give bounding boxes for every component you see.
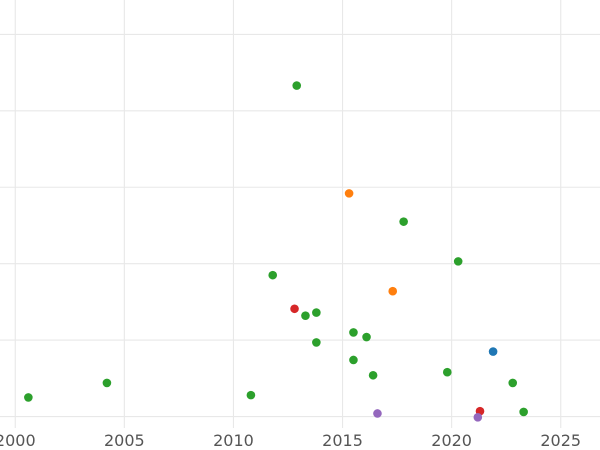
data-point-series-3 — [488, 347, 498, 356]
x-tick-label: 2015 — [322, 431, 363, 450]
data-point-series-4 — [473, 413, 483, 422]
data-point-series-0 — [301, 311, 310, 320]
grid — [0, 0, 600, 428]
data-point-series-0 — [102, 378, 112, 388]
x-tick-label: 2020 — [431, 431, 472, 450]
data-point-series-0 — [312, 308, 321, 317]
x-tick-label: 2010 — [213, 431, 254, 450]
data-point-series-4 — [373, 409, 382, 418]
data-point-series-0 — [292, 81, 302, 90]
data-point-series-0 — [519, 407, 528, 417]
x-tick-label: 2025 — [540, 431, 581, 450]
data-point-series-0 — [508, 378, 518, 388]
data-point-series-0 — [362, 332, 371, 342]
data-point-series-0 — [349, 355, 358, 365]
data-point-series-0 — [368, 370, 378, 380]
data-point-series-0 — [24, 393, 33, 402]
data-point-series-0 — [268, 270, 278, 280]
x-axis-tick-labels: 2000 2005 2010 2015 2020 2025 — [0, 431, 581, 450]
data-point-series-0 — [453, 257, 463, 266]
data-point-series-0 — [246, 390, 256, 400]
data-point-series-0 — [349, 328, 358, 337]
x-tick-label: 2000 — [0, 431, 36, 450]
data-points — [24, 81, 528, 422]
data-point-series-2 — [290, 304, 299, 314]
data-point-series-0 — [399, 217, 408, 226]
x-tick-label: 2005 — [104, 431, 145, 450]
data-point-series-1 — [388, 286, 398, 296]
data-point-series-0 — [442, 367, 452, 377]
data-point-series-0 — [312, 338, 321, 347]
data-point-series-1 — [344, 189, 354, 198]
